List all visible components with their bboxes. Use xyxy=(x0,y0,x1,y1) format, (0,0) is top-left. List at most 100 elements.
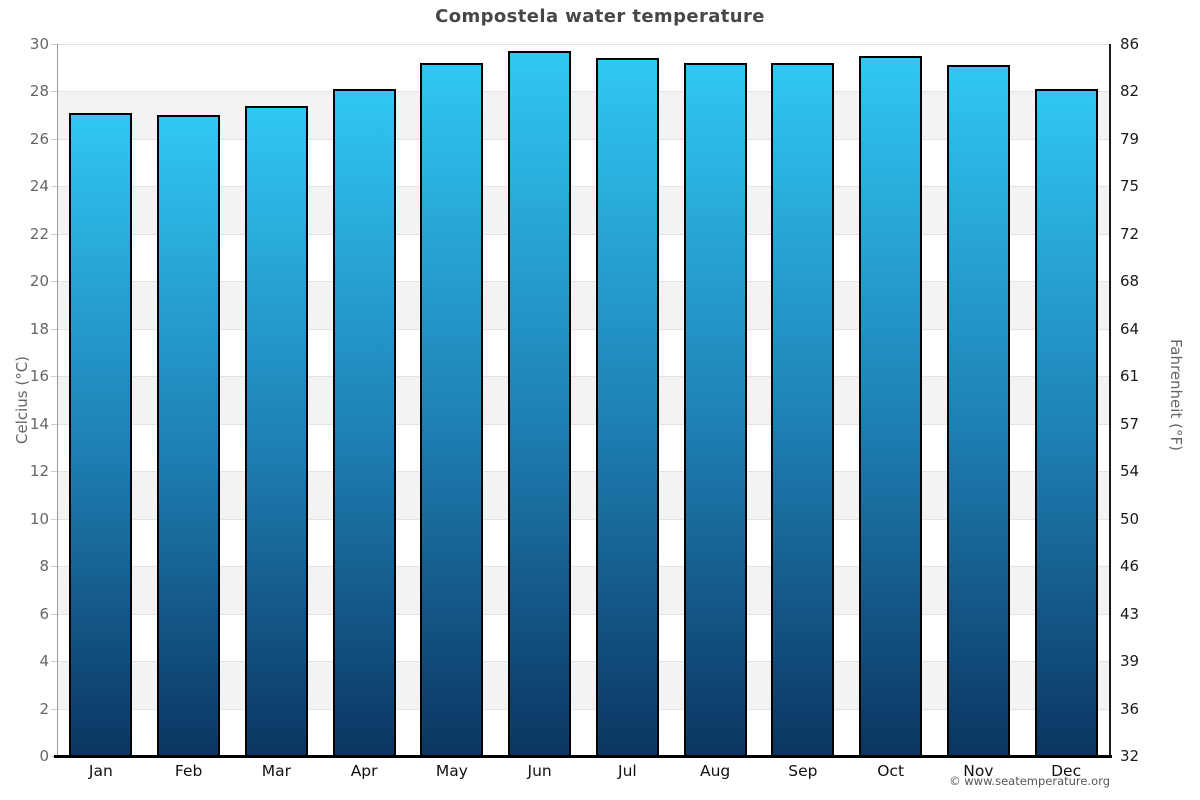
background-band xyxy=(57,661,1110,709)
bar-jun xyxy=(508,51,572,756)
month-label-may: May xyxy=(435,762,468,780)
background-band xyxy=(57,281,1110,329)
background-band xyxy=(57,708,1110,756)
celsius-tick-label: 24 xyxy=(29,177,49,196)
month-label-sep: Sep xyxy=(788,762,818,780)
background-band xyxy=(57,328,1110,377)
month-label-jan: Jan xyxy=(88,762,113,780)
celsius-tick-label: 2 xyxy=(39,699,49,718)
fahrenheit-tick-label: 46 xyxy=(1120,557,1140,576)
bottom-axis-line xyxy=(54,755,1112,758)
celsius-tick-label: 20 xyxy=(29,272,49,291)
background-band xyxy=(57,186,1110,234)
gridline xyxy=(57,708,1110,710)
month-label-oct: Oct xyxy=(877,762,905,780)
fahrenheit-tick-label: 39 xyxy=(1120,652,1140,671)
copyright-footer: © www.seatemperature.org xyxy=(949,774,1110,788)
background-band xyxy=(57,423,1110,472)
tick-mark xyxy=(51,471,57,473)
tick-mark xyxy=(51,613,57,615)
fahrenheit-tick-label: 57 xyxy=(1120,414,1140,433)
celsius-tick-label: 4 xyxy=(39,652,49,671)
celsius-tick-label: 10 xyxy=(29,509,49,528)
gridline xyxy=(57,423,1110,425)
gridline xyxy=(57,376,1110,378)
celsius-tick-label: 18 xyxy=(29,319,49,338)
background-band xyxy=(57,91,1110,139)
fahrenheit-tick-label: 82 xyxy=(1120,82,1140,101)
month-label-feb: Feb xyxy=(174,762,203,780)
fahrenheit-tick-label: 72 xyxy=(1120,224,1140,243)
fahrenheit-tick-label: 43 xyxy=(1120,604,1140,623)
gridline xyxy=(57,91,1110,93)
fahrenheit-tick-label: 86 xyxy=(1120,35,1140,53)
month-label-dec: Dec xyxy=(1051,762,1082,780)
tick-mark xyxy=(51,661,57,663)
fahrenheit-tick-label: 64 xyxy=(1120,319,1140,338)
month-label-nov: Nov xyxy=(963,762,994,780)
bar-feb xyxy=(157,115,221,756)
bar-nov xyxy=(946,65,1010,756)
background-band xyxy=(57,138,1110,187)
background-band xyxy=(57,44,1110,92)
fahrenheit-tick-label: 79 xyxy=(1120,129,1140,148)
bar-jan xyxy=(69,112,133,756)
month-label-jul: Jul xyxy=(618,762,637,780)
bar-may xyxy=(420,63,484,756)
tick-mark xyxy=(51,328,57,330)
tick-mark xyxy=(51,91,57,93)
tick-mark xyxy=(51,233,57,235)
background-band xyxy=(57,613,1110,662)
bar-sep xyxy=(771,63,835,756)
celsius-tick-label: 16 xyxy=(29,367,49,386)
left-axis-line xyxy=(57,44,58,756)
celsius-tick-label: 26 xyxy=(29,129,49,148)
gridline xyxy=(57,518,1110,520)
fahrenheit-tick-label: 50 xyxy=(1120,509,1140,528)
tick-mark xyxy=(51,518,57,520)
background-band xyxy=(57,566,1110,614)
tick-mark xyxy=(51,138,57,140)
background-band xyxy=(57,376,1110,424)
celsius-tick-label: 30 xyxy=(29,35,49,53)
fahrenheit-tick-label: 54 xyxy=(1120,462,1140,481)
celsius-tick-label: 28 xyxy=(29,82,49,101)
tick-mark xyxy=(51,44,57,45)
celsius-tick-label: 6 xyxy=(39,604,49,623)
tick-mark xyxy=(51,708,57,710)
tick-mark xyxy=(51,186,57,188)
celsius-tick-label: 8 xyxy=(39,557,49,576)
right-axis-line xyxy=(1109,44,1111,756)
fahrenheit-tick-label: 75 xyxy=(1120,177,1140,196)
fahrenheit-tick-label: 32 xyxy=(1120,747,1140,765)
fahrenheit-tick-label: 61 xyxy=(1120,367,1140,386)
month-label-apr: Apr xyxy=(350,762,378,780)
gridline xyxy=(57,613,1110,615)
fahrenheit-tick-label: 68 xyxy=(1120,272,1140,291)
gridline xyxy=(57,44,1110,45)
tick-mark xyxy=(51,281,57,283)
bar-dec xyxy=(1034,89,1098,756)
month-label-aug: Aug xyxy=(699,762,731,780)
celsius-tick-label: 22 xyxy=(29,224,49,243)
gridline xyxy=(57,281,1110,283)
bar-apr xyxy=(332,89,396,756)
gridline xyxy=(57,233,1110,235)
celsius-tick-label: 0 xyxy=(39,747,49,765)
fahrenheit-tick-label: 36 xyxy=(1120,699,1140,718)
bar-jul xyxy=(595,58,659,756)
background-band xyxy=(57,233,1110,282)
bar-oct xyxy=(859,55,923,756)
month-label-mar: Mar xyxy=(261,762,291,780)
bar-aug xyxy=(683,63,747,756)
tick-mark xyxy=(51,423,57,425)
gridline xyxy=(57,186,1110,188)
celsius-tick-label: 12 xyxy=(29,462,49,481)
bar-mar xyxy=(244,105,308,756)
background-band xyxy=(57,518,1110,567)
tick-mark xyxy=(51,376,57,378)
plot-area xyxy=(57,44,1110,757)
gridline xyxy=(57,661,1110,663)
y-axis-title-fahrenheit: Fahrenheit (°F) xyxy=(1167,339,1185,451)
